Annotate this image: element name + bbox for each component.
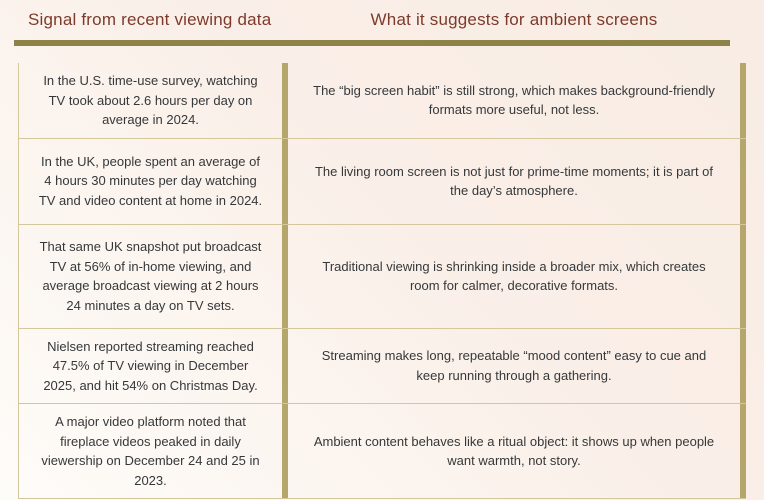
signal-cell: That same UK snapshot put broadcast TV a…: [19, 224, 288, 328]
signal-cell: In the U.S. time-use survey, watching TV…: [19, 63, 288, 138]
table-row: That same UK snapshot put broadcast TV a…: [19, 223, 746, 328]
signal-cell: Nielsen reported streaming reached 47.5%…: [19, 328, 288, 403]
signal-cell: In the UK, people spent an average of 4 …: [19, 138, 288, 224]
column-title-suggests: What it suggests for ambient screens: [370, 10, 658, 29]
suggests-cell: The “big screen habit” is still strong, …: [288, 63, 746, 138]
table-row: A major video platform noted that firepl…: [19, 403, 746, 498]
header-divider-rule: [14, 40, 730, 46]
table-row: In the U.S. time-use survey, watching TV…: [19, 63, 746, 138]
suggests-cell: Streaming makes long, repeatable “mood c…: [288, 328, 746, 403]
suggests-cell: The living room screen is not just for p…: [288, 138, 746, 224]
table-row: In the UK, people spent an average of 4 …: [19, 137, 746, 224]
column-title-signal: Signal from recent viewing data: [28, 10, 272, 29]
suggests-cell: Ambient content behaves like a ritual ob…: [288, 404, 746, 498]
signal-cell: A major video platform noted that firepl…: [19, 404, 288, 498]
suggests-cell: Traditional viewing is shrinking inside …: [288, 224, 746, 328]
comparison-table: In the U.S. time-use survey, watching TV…: [18, 63, 746, 499]
table-header: Signal from recent viewing data What it …: [0, 0, 764, 40]
table-row: Nielsen reported streaming reached 47.5%…: [19, 327, 746, 403]
